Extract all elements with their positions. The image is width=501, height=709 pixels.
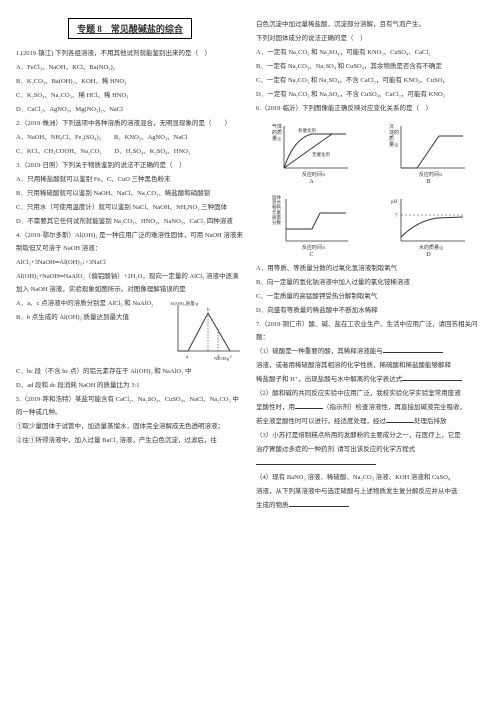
svg-text:量/g: 量/g [272, 135, 281, 142]
q3-opt-a: A．只用稀盐酸就可以鉴别 Fe、C、CuO 三种黑色粉末 [16, 173, 244, 186]
svg-text:b: b [207, 308, 210, 313]
r2-opt-a: A．一定有 Na₂CO₃ 和 Na₂SO₄，可能有 KNO₃、CuSO₄、CaC… [256, 46, 484, 59]
r2-opt-d: D．一定有 Na₂CO₃ 和 Na₂SO₄，不含 CuSO₄、CaCl₂，可能有… [256, 88, 484, 101]
chart-b: 沉 淀的 质 量/g 反应时间/s [389, 120, 469, 178]
svg-text:质: 质 [389, 135, 394, 142]
blank-5 [256, 458, 376, 465]
q6-opt-c: C．一定质量的高锰酸钾受热分解制取氧气 [256, 290, 484, 303]
q3-stem: 3.（2019·日照）下列关于物质鉴别的说法不正确的是（ ） [16, 159, 244, 172]
q5-stem: 5.（2019·呼和浩特）某盐可能含有 CaCl₂、Na₂SO₄、CuSO₄、N… [16, 393, 244, 419]
q6-stem: 6.（2019·临沂）下列图像能正确反映对应变化关系的是（ ） [256, 102, 484, 115]
chart-b-container: 沉 淀的 质 量/g 反应时间/s B [389, 120, 469, 185]
chart-a-container: 有催化剂 无催化剂 气体 的质 量/g 反应时间/s A [272, 120, 352, 185]
svg-text:NaOH/g: NaOH/g [214, 356, 230, 361]
q7-3b: 治疗胃酸过多症的一种药剂. 请写出该反应的化学方程式 [256, 443, 484, 456]
svg-text:分数: 分数 [272, 219, 281, 226]
q7-3blank [256, 457, 484, 470]
svg-text:pH: pH [391, 200, 398, 205]
q6-opt-d: D．向盛有等质量的稀盐酸中不断加水稀释 [256, 304, 484, 317]
q6-opt-b: B．向一定量的氢化钠溶液中加入过量的氯化铵稀溶液 [256, 276, 484, 289]
q7-4c: 生成的物质 [256, 499, 484, 512]
q7-1a: （1）硫酸是一种重要的酸，其稀释溶液能与 [256, 345, 484, 358]
right-column: 白色沉淀中加过量稀盐酸，沉淀部分溶解，且有气泡产生。 下列对固体成分的说法正确的… [256, 18, 484, 691]
r2-opt-b: B．一定有 Na₂CO₃、Na₂SO₄ 和 CuSO₄，其余物质是否含有不确定 [256, 60, 484, 73]
svg-text:淀的: 淀的 [389, 129, 399, 136]
svg-text:沉: 沉 [389, 123, 394, 130]
q6-figs-row1: 有催化剂 无催化剂 气体 的质 量/g 反应时间/s A 沉 淀的 质 量/g … [256, 120, 484, 185]
q5-step1: ①取少量固体于试管中，加适量蒸馏水，固体完全溶解成无色透明溶液； [16, 420, 244, 433]
q7-1c-text: 稀盐酸子和 H⁺，出现盐酸与水中解离的化学表达式 [256, 376, 402, 383]
q7-1b: 溶液，或者用稀硫酸溶其相溶的化学性质，稀硫酸和稀盐酸能够解释 [256, 359, 484, 372]
blank-6 [289, 500, 349, 507]
svg-text:量/g: 量/g [389, 141, 398, 148]
chart-d-container: 7 pH 水的质量/g D [389, 193, 469, 258]
q7-2d: 若全液呈酸性时可以进行，经适度处理，经过 处理后排放 [256, 415, 484, 428]
q1-opt-d: D．CaCl₂、AgNO₃、Mg(NO₃)₂、NaCl [16, 103, 244, 116]
r1: 白色沉淀中加过量稀盐酸，沉淀部分溶解，且有气泡产生。 [256, 18, 484, 31]
q7-stem: 7.（2019·铜仁市）酸、碱、盐在工农业生产、生活中应用广泛，请回答相关问题： [256, 318, 484, 344]
q1-opt-c: C．K₂SO₄、Na₂CO₃、稀 HCl、稀 HNO₃ [16, 89, 244, 102]
q7-3a: （3）小苏打是焙制糕点所用的发酵粉的主要成分之一，在医疗上，它是 [256, 429, 484, 442]
q4-stem: 4.（2019·鄂尔多斯）Al(OH)₃ 是一种应用广泛的难溶性固体，可用 Na… [16, 229, 244, 255]
r2-opt-c: C．一定有 Na₂CO₃ 和 Na₂SO₄，不含 CaCl₂，可能有 KNO₃、… [256, 74, 484, 87]
chart-c: 固体 混合 物钙 元素 质量 分数 反应时间/s [272, 193, 352, 251]
q1-opt-b: B．K₂CO₃、Ba(OH)₂、KOH、稀 HNO₃ [16, 75, 244, 88]
svg-text:a: a [186, 355, 189, 360]
chart-d-label: D [426, 252, 430, 258]
q2-opt-cd: C．KCl、CH₃COOH、Na₂CO₃ D．H₂SO₄、K₂SO₄、HNO₃ [16, 145, 244, 158]
r2: 下列对固体成分的说法正确的是（ ） [256, 32, 484, 45]
q4-inline-chart: a b d c Al(OH)₃质量/g NaOH/g [168, 299, 244, 363]
blank-1 [383, 346, 443, 353]
q1-stem: 1.(2019·镇江) 下列各组溶液，不用其他试剂就能鉴别出来的是（ ） [16, 47, 244, 60]
q4-opt-d: D．ad 段和 dc 段消耗 NaOH 的质量比为 3:1 [16, 379, 244, 392]
left-column: 专题 8 常见酸碱盐的综合 1.(2019·镇江) 下列各组溶液，不用其他试剂就… [16, 18, 244, 691]
blank-2 [402, 374, 462, 381]
q7-2b-text: 呈酸性时，用 [256, 404, 295, 411]
q7-3b-text: 治疗胃酸过多症的一种药剂. 请写出该反应的化学方程式 [256, 446, 415, 453]
svg-text:反应时间/s: 反应时间/s [302, 244, 325, 251]
q3-opt-c: C．只用水（可使用温度计）就可以鉴别 NaCl、NaOH、NH₄NO₃ 三种固体 [16, 201, 244, 214]
q7-1c: 稀盐酸子和 H⁺，出现盐酸与水中解离的化学表达式 [256, 373, 484, 386]
q6-opt-a: A．用等质、等质量分数的过氧化氢溶液制取氧气 [256, 262, 484, 275]
q6-figs-row2: 固体 混合 物钙 元素 质量 分数 反应时间/s C 7 pH 水的质量/g D [256, 193, 484, 258]
q4-eq2: Al(OH)₃+NaOH═NaAlO₂（偏铝酸钠）+2H₂O，现向一定量的 Al… [16, 270, 244, 296]
svg-text:反应时间/s: 反应时间/s [302, 171, 325, 178]
svg-text:无催化剂: 无催化剂 [312, 151, 330, 158]
page-title: 专题 8 常见酸碱盐的综合 [68, 18, 192, 39]
q2-opt-ab: A．NaOH、NH₄Cl、Fe₂(SO₄)₃ B．KNO₃、AgNO₃、NaCl [16, 131, 244, 144]
svg-text:气体: 气体 [272, 123, 282, 130]
q4-eq1: AlCl₃+3NaOH═Al(OH)₃↓+3NaCl [16, 256, 244, 269]
chart-d: 7 pH 水的质量/g [389, 193, 469, 251]
q2-stem: 2.（2019·株洲）下列选项中各种溶质的溶液混合，无明显现象的是（ ） [16, 117, 244, 130]
q4-block: a b d c Al(OH)₃质量/g NaOH/g A．a、c 点溶液中的溶质… [16, 297, 244, 365]
q7-2e-text: 处理后排放 [414, 418, 447, 425]
svg-text:反应时间/s: 反应时间/s [419, 171, 442, 178]
chart-b-label: B [426, 179, 430, 185]
q7-2d-text: 若全液呈酸性时可以进行，经适度处理，经过 [256, 418, 386, 425]
blank-3 [295, 402, 323, 409]
svg-text:的质: 的质 [272, 129, 282, 136]
chart-a-label: A [309, 179, 313, 185]
chart-c-container: 固体 混合 物钙 元素 质量 分数 反应时间/s C [272, 193, 352, 258]
q5-step2: ②往①所得溶液中，加入过量 BaCl₂ 溶液，产生白色沉淀，过滤后，往 [16, 434, 244, 447]
q7-4c-text: 生成的物质 [256, 502, 289, 509]
q7-4a: （4）现有 BaNO₃ 溶液、稀硫酸、Na₂CO₃ 溶液、KOH 溶液和 CuS… [256, 471, 484, 484]
q7-2c-text: （指示剂）检查溶液性，再直接加碱液完全吸收， [323, 404, 466, 411]
blank-4 [386, 416, 414, 423]
svg-text:有催化剂: 有催化剂 [298, 127, 316, 134]
svg-text:7: 7 [395, 214, 398, 219]
q4-opt-c: C．bc 段（不含 bc 点）的铝元素存在于 Al(OH)₃ 和 NaAlO₂ … [16, 365, 244, 378]
svg-text:Al(OH)₃质量/g: Al(OH)₃质量/g [170, 300, 199, 307]
svg-text:水的质量/g: 水的质量/g [419, 244, 443, 251]
q7-2a: （2）酸和碱的共同反应实验中应用广泛，我校实验化学实验室常用废液 [256, 387, 484, 400]
q1-opt-a: A．FeCl₃、NaOH、KCl、Ba(NO₃)₂ [16, 61, 244, 74]
q3-opt-b: B．只用稀硫酸就可以鉴别 NaOH、NaCl、Na₂CO₃、稀盐酸和硝酸钡 [16, 187, 244, 200]
q7-1a-text: （1）硫酸是一种重要的酸，其稀释溶液能与 [256, 348, 383, 355]
chart-a: 有催化剂 无催化剂 气体 的质 量/g 反应时间/s [272, 120, 352, 178]
q7-4b: 溶液，从下列某溶液中与选定硫酸与上述物质发生复分解反应并从中选 [256, 485, 484, 498]
chart-c-label: C [309, 252, 313, 258]
q7-2b: 呈酸性时，用 （指示剂）检查溶液性，再直接加碱液完全吸收， [256, 401, 484, 414]
q3-opt-d: D．不需要其它任何试剂就能鉴别 Na₂CO₃、HNO₃、NaNO₃、CaCl₂ … [16, 215, 244, 228]
svg-text:c: c [230, 355, 233, 360]
